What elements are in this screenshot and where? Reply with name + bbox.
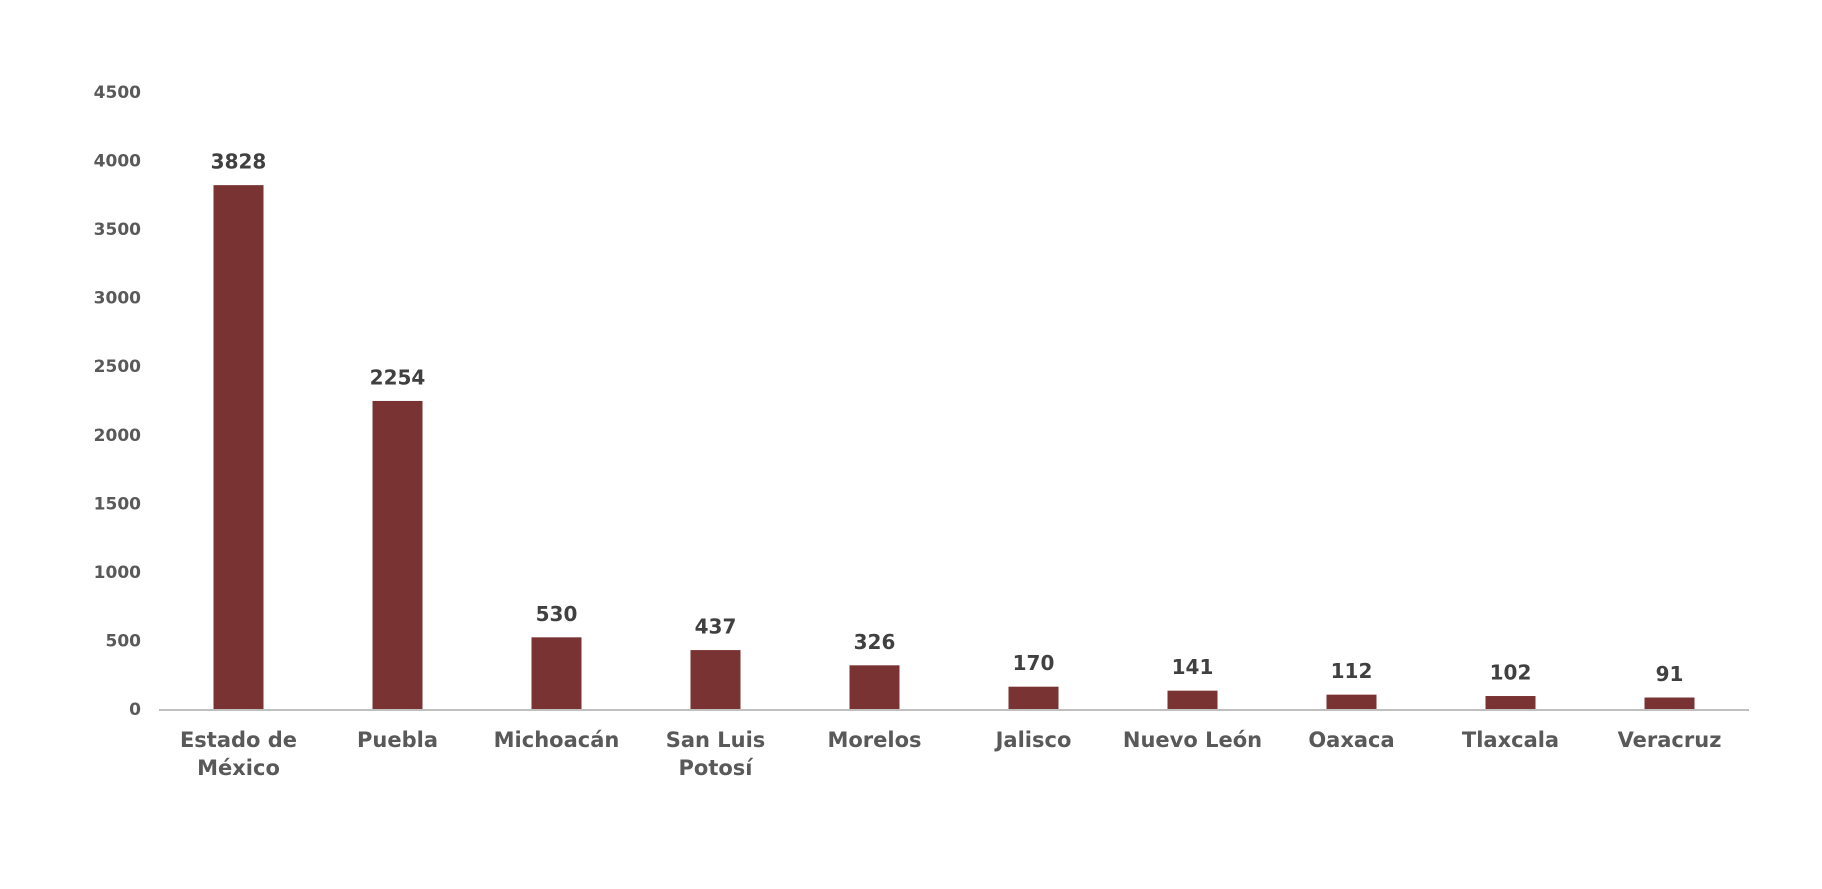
- value-label: 112: [1331, 659, 1373, 683]
- bar: [1644, 697, 1695, 710]
- x-tick-label: San Luis Potosí: [665, 728, 766, 780]
- bar: [1008, 686, 1059, 710]
- value-label: 91: [1656, 662, 1684, 686]
- x-tick-label: Morelos: [827, 728, 922, 752]
- y-tick-label: 3000: [94, 289, 141, 309]
- bar: [372, 400, 423, 710]
- bar: [1167, 690, 1218, 710]
- x-tick-label: Veracruz: [1617, 728, 1722, 752]
- bar: [849, 665, 900, 710]
- value-label: 3828: [211, 150, 267, 174]
- value-label: 102: [1490, 661, 1532, 685]
- x-tick-label: Puebla: [357, 728, 438, 752]
- y-tick-label: 1500: [94, 494, 141, 514]
- x-tick-label: Nuevo León: [1122, 728, 1263, 752]
- y-tick-label: 4000: [94, 152, 141, 172]
- bar: [1485, 696, 1536, 710]
- y-tick-label: 2500: [94, 357, 141, 377]
- x-tick-label: Jalisco: [995, 728, 1072, 752]
- bar: [1326, 694, 1377, 710]
- y-tick-label: 4500: [94, 83, 141, 103]
- value-label: 326: [854, 630, 896, 654]
- value-label: 141: [1172, 655, 1214, 679]
- bar: [213, 185, 264, 710]
- y-tick-label: 2000: [94, 426, 141, 446]
- x-tick-label: Oaxaca: [1308, 728, 1395, 752]
- value-label: 530: [536, 602, 578, 626]
- y-tick-label: 3500: [94, 220, 141, 240]
- x-tick-label: Estado de México: [179, 728, 298, 780]
- y-tick-label: 1000: [94, 563, 141, 583]
- value-label: 170: [1013, 651, 1055, 675]
- bar: [531, 637, 582, 710]
- y-tick-label: 0: [129, 700, 141, 720]
- value-label: 437: [695, 615, 737, 639]
- bar: [690, 650, 741, 710]
- x-tick-label: Michoacán: [493, 728, 620, 752]
- value-label: 2254: [370, 365, 426, 389]
- x-tick-label: Tlaxcala: [1461, 728, 1560, 752]
- y-tick-label: 500: [106, 631, 142, 651]
